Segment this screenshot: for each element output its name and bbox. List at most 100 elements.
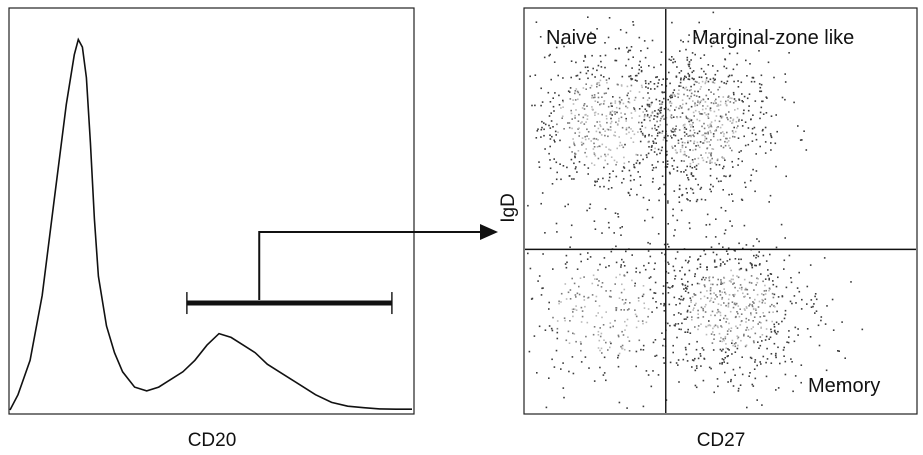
left-plot-frame <box>8 7 415 415</box>
scatter-point <box>775 352 777 355</box>
scatter-point <box>694 273 696 275</box>
scatter-point <box>762 134 765 136</box>
scatter-point <box>692 149 694 152</box>
scatter-point <box>611 110 614 112</box>
scatter-point <box>647 262 650 264</box>
scatter-point <box>620 85 623 87</box>
scatter-point <box>645 321 648 324</box>
scatter-point <box>796 287 799 289</box>
scatter-point <box>686 198 688 200</box>
scatter-point <box>600 66 603 68</box>
scatter-point <box>621 347 624 350</box>
scatter-point <box>706 297 709 299</box>
scatter-point <box>599 125 602 128</box>
scatter-point <box>726 131 728 134</box>
scatter-point <box>620 112 622 114</box>
scatter-point <box>712 301 715 303</box>
scatter-point <box>695 164 698 167</box>
scatter-point <box>718 242 720 245</box>
scatter-point <box>708 141 710 143</box>
scatter-point <box>579 253 582 256</box>
scatter-point <box>605 266 607 269</box>
scatter-point <box>706 213 709 216</box>
scatter-point <box>605 341 607 344</box>
scatter-point <box>553 139 555 142</box>
scatter-point <box>633 166 636 169</box>
scatter-point <box>678 298 680 300</box>
scatter-point <box>670 59 672 61</box>
scatter-point <box>698 130 701 133</box>
scatter-point <box>795 302 797 304</box>
scatter-point <box>712 135 715 138</box>
scatter-point <box>602 374 605 376</box>
scatter-point <box>734 130 737 133</box>
scatter-point <box>637 171 639 173</box>
scatter-point <box>739 284 742 286</box>
scatter-point <box>768 201 770 203</box>
scatter-point <box>653 292 655 294</box>
scatter-point <box>712 251 715 254</box>
scatter-point <box>730 327 733 329</box>
scatter-point <box>682 41 684 43</box>
scatter-point <box>576 292 579 295</box>
scatter-point <box>683 171 685 173</box>
scatter-point <box>614 48 617 50</box>
scatter-point <box>556 320 559 322</box>
scatter-point <box>587 296 590 299</box>
scatter-point <box>597 96 600 99</box>
scatter-point <box>674 134 677 137</box>
scatter-point <box>581 310 584 312</box>
scatter-point <box>681 146 684 149</box>
scatter-point <box>594 300 597 302</box>
scatter-point <box>695 145 697 147</box>
scatter-point <box>799 139 802 141</box>
scatter-point <box>581 144 583 146</box>
scatter-point <box>701 278 703 281</box>
scatter-point <box>608 265 610 267</box>
scatter-point <box>770 353 773 355</box>
scatter-point <box>629 75 632 77</box>
scatter-point <box>610 129 612 131</box>
scatter-point <box>654 124 656 127</box>
scatter-point <box>621 344 624 347</box>
scatter-point <box>657 148 660 151</box>
scatter-point <box>707 124 709 127</box>
scatter-point <box>591 106 593 108</box>
scatter-point <box>634 313 637 316</box>
scatter-point <box>729 220 731 222</box>
scatter-point <box>620 291 623 294</box>
scatter-point <box>689 200 691 202</box>
scatter-point <box>663 135 666 137</box>
scatter-point <box>615 175 618 178</box>
scatter-point <box>751 76 754 79</box>
scatter-point <box>719 104 722 106</box>
scatter-point <box>601 96 603 98</box>
scatter-point <box>573 143 575 145</box>
scatter-point <box>751 305 754 308</box>
scatter-point <box>738 258 740 261</box>
scatter-point <box>640 50 642 52</box>
scatter-point <box>679 50 681 52</box>
scatter-point <box>697 316 700 319</box>
scatter-point <box>674 149 677 151</box>
scatter-point <box>737 86 740 88</box>
scatter-point <box>621 75 624 78</box>
scatter-point <box>577 120 580 122</box>
scatter-point <box>606 128 609 131</box>
scatter-point <box>731 160 733 163</box>
scatter-point <box>771 320 773 323</box>
scatter-point <box>655 142 657 144</box>
scatter-point <box>728 328 730 330</box>
scatter-point <box>673 324 676 327</box>
scatter-point <box>580 342 582 345</box>
scatter-point <box>632 141 635 143</box>
scatter-point <box>716 126 718 129</box>
scatter-point <box>762 100 764 103</box>
scatter-point <box>731 339 734 342</box>
scatter-point <box>656 85 659 88</box>
scatter-point <box>747 109 750 112</box>
scatter-point <box>565 298 568 300</box>
scatter-point <box>651 216 654 219</box>
scatter-point <box>597 284 599 287</box>
scatter-point <box>600 286 603 288</box>
